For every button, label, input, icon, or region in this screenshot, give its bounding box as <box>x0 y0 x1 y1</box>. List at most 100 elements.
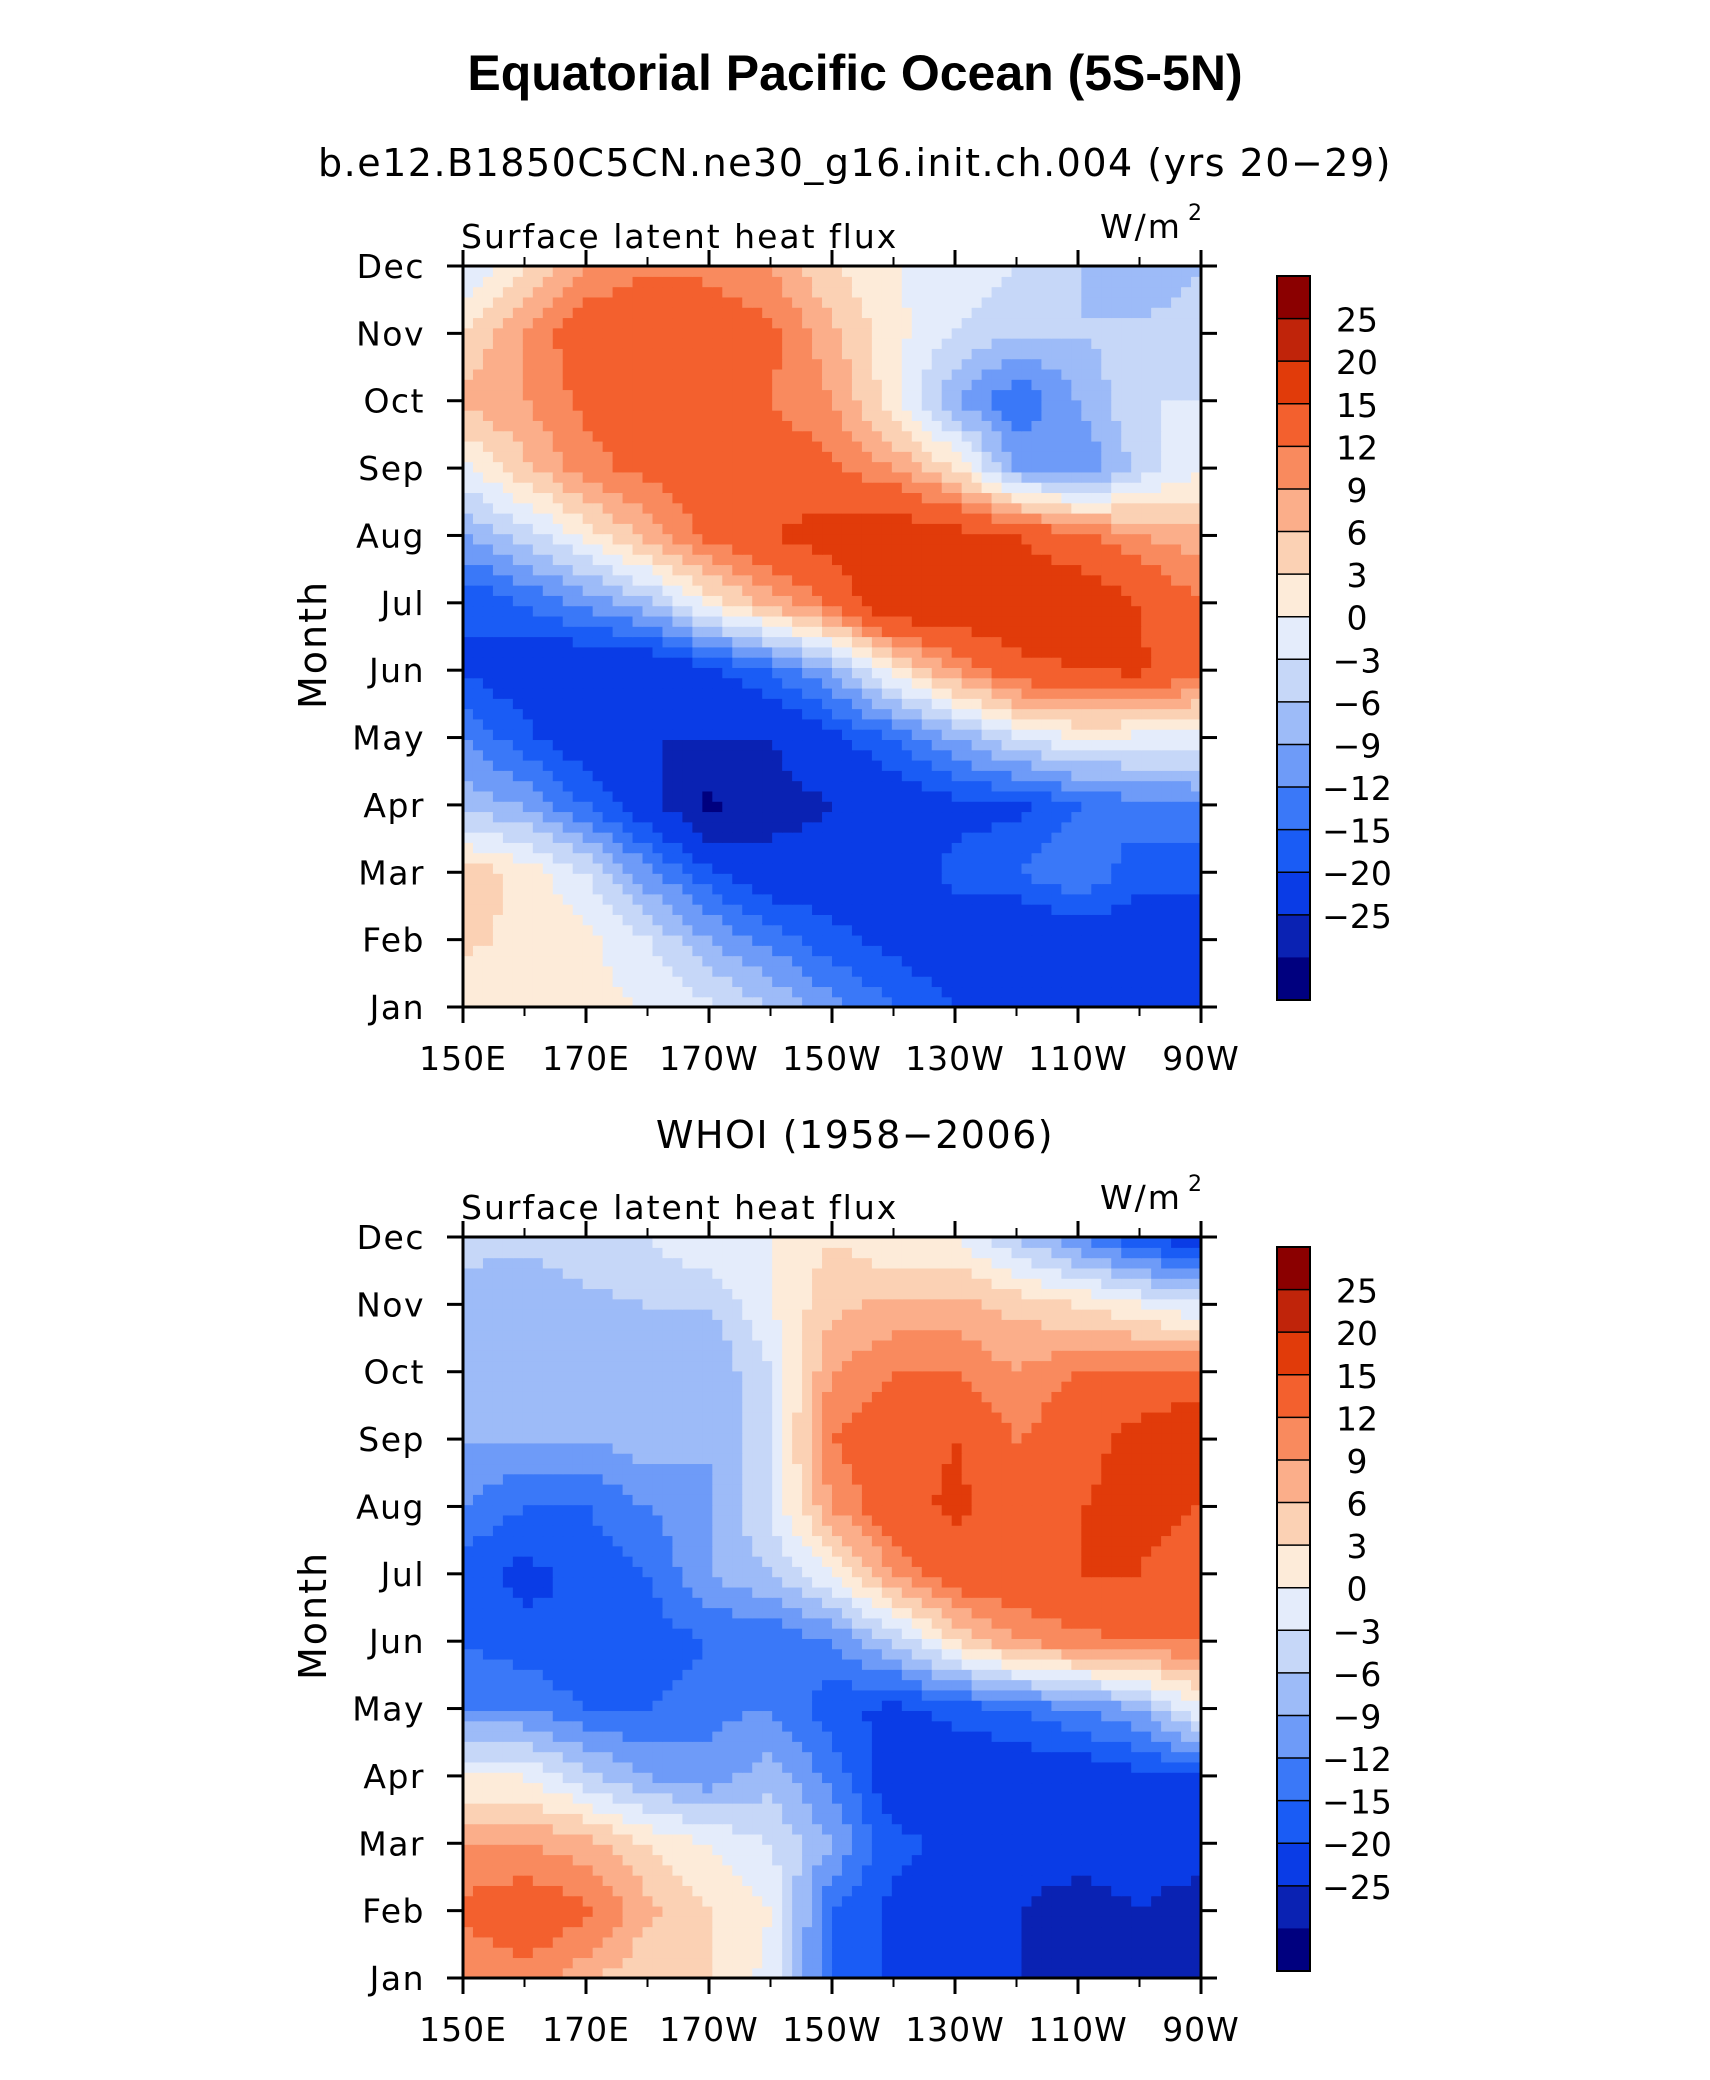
heatmap-cell <box>1041 523 1052 535</box>
heatmap-cell <box>522 739 534 751</box>
heatmap-cell <box>841 317 853 329</box>
heatmap-cell <box>1031 718 1043 730</box>
heatmap-cell <box>832 513 843 524</box>
heatmap-cell <box>482 564 494 576</box>
heatmap-cell <box>1111 718 1122 730</box>
heatmap-cell <box>1001 801 1013 813</box>
heatmap-cell <box>702 965 713 977</box>
heatmap-cell <box>582 533 594 545</box>
heatmap-cell <box>1141 492 1152 504</box>
heatmap-cell <box>602 790 614 802</box>
heatmap-cell <box>612 461 624 473</box>
heatmap-cell <box>891 842 903 854</box>
heatmap-cell <box>1001 893 1013 905</box>
heatmap-cell <box>1121 893 1132 905</box>
heatmap-cell <box>792 420 803 432</box>
heatmap-cell <box>1031 492 1043 504</box>
heatmap-cell <box>732 471 743 483</box>
heatmap-cell <box>642 327 654 339</box>
heatmap-cell <box>582 986 594 998</box>
heatmap-cell <box>1041 667 1052 679</box>
heatmap-cell <box>841 893 853 905</box>
heatmap-cell <box>981 543 993 555</box>
heatmap-cell <box>802 698 813 710</box>
heatmap-cell <box>931 749 943 761</box>
heatmap-cell <box>1051 976 1062 988</box>
heatmap-cell <box>822 585 833 596</box>
heatmap-cell <box>921 605 933 617</box>
heatmap-cell <box>762 770 773 782</box>
heatmap-cell <box>572 832 584 843</box>
heatmap-cell <box>832 883 843 895</box>
heatmap-cell <box>792 832 803 843</box>
heatmap-cell <box>662 955 674 967</box>
heatmap-cell <box>1141 317 1152 329</box>
heatmap-cell <box>622 677 634 689</box>
heatmap-cell <box>1061 615 1072 627</box>
heatmap-cell <box>463 842 474 854</box>
heatmap-cell <box>881 801 893 813</box>
heatmap-cell <box>841 965 853 977</box>
heatmap-cell <box>802 389 813 401</box>
heatmap-cell <box>712 677 723 689</box>
heatmap-cell <box>502 976 514 988</box>
heatmap-cell <box>562 430 574 442</box>
heatmap-cell <box>622 657 634 668</box>
heatmap-cell <box>1131 718 1142 730</box>
heatmap-cell <box>1011 914 1023 926</box>
heatmap-cell <box>552 646 564 658</box>
heatmap-cell <box>682 358 693 370</box>
heatmap-cell <box>522 842 534 854</box>
heatmap-cell <box>812 760 823 771</box>
heatmap-cell <box>612 554 624 566</box>
heatmap-cell <box>512 615 524 627</box>
heatmap-cell <box>1031 502 1043 514</box>
heatmap-cell <box>1191 893 1202 905</box>
heatmap-cell <box>502 698 514 710</box>
heatmap-cell <box>463 770 474 782</box>
heatmap-cell <box>472 760 484 771</box>
heatmap-cell <box>532 482 544 494</box>
heatmap-cell <box>582 883 594 895</box>
heatmap-cell <box>921 945 933 957</box>
heatmap-cell <box>1121 605 1132 617</box>
heatmap-cell <box>472 862 484 874</box>
heatmap-cell <box>492 801 504 813</box>
heatmap-cell <box>1161 677 1172 689</box>
heatmap-cell <box>782 996 793 1008</box>
heatmap-cell <box>1021 585 1033 596</box>
heatmap-cell <box>1101 574 1112 586</box>
heatmap-cell <box>1031 646 1043 658</box>
heatmap-cell <box>592 430 604 442</box>
heatmap-cell <box>542 986 554 998</box>
heatmap-cell <box>542 770 554 782</box>
heatmap-cell <box>1041 585 1052 596</box>
heatmap-cell <box>1141 461 1152 473</box>
heatmap-cell <box>1091 698 1102 710</box>
heatmap-cell <box>832 410 843 421</box>
heatmap-cell <box>642 852 654 864</box>
heatmap-cell <box>881 914 893 926</box>
heatmap-cell <box>602 574 614 586</box>
heatmap-cell <box>582 430 594 442</box>
heatmap-cell <box>1141 821 1152 833</box>
heatmap-cell <box>941 327 953 339</box>
heatmap-cell <box>642 430 654 442</box>
heatmap-cell <box>642 636 654 648</box>
heatmap-cell <box>622 873 634 885</box>
heatmap-cell <box>552 883 564 895</box>
heatmap-cell <box>1041 934 1052 946</box>
heatmap-cell <box>482 430 494 442</box>
heatmap-cell <box>522 924 534 936</box>
heatmap-cell <box>722 368 733 380</box>
heatmap-cell <box>482 945 494 957</box>
heatmap-cell <box>1191 821 1202 833</box>
heatmap-cell <box>762 667 773 679</box>
heatmap-cell <box>1121 440 1132 452</box>
heatmap-cell <box>772 368 783 380</box>
heatmap-cell <box>712 986 723 998</box>
heatmap-cell <box>1071 883 1082 895</box>
heatmap-cell <box>502 934 514 946</box>
heatmap-cell <box>512 492 524 504</box>
heatmap-cell <box>602 327 614 339</box>
